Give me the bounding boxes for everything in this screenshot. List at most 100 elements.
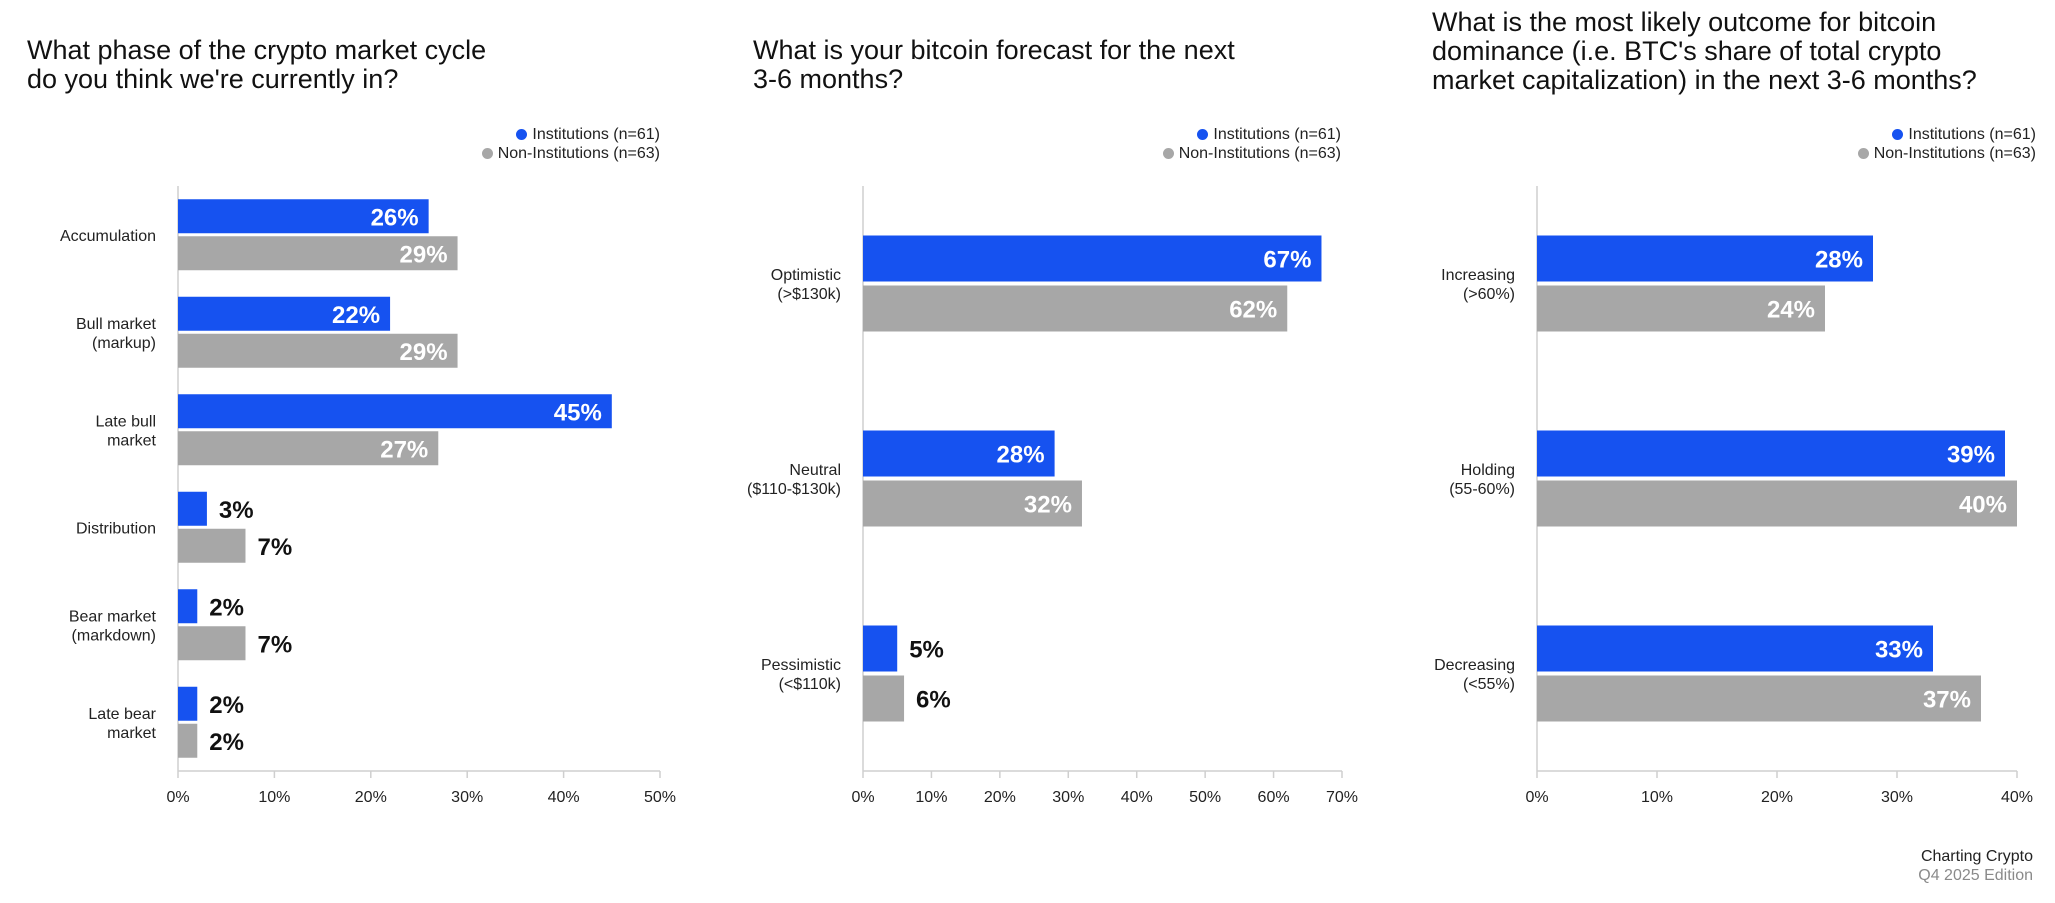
x-tick-label: 0% [851,789,874,806]
category-label-line: (55-60%) [1449,481,1515,498]
bar-non-institutions [1537,675,1981,722]
category-label-line: (>60%) [1463,286,1515,303]
category-label-line: (<55%) [1463,676,1515,693]
legend-item-non-institutions: Non-Institutions (n=63) [481,144,660,163]
x-tick-label: 10% [915,789,947,806]
category-label: Holding (55-60%) [1449,462,1515,498]
chart-title: What phase of the crypto market cycle do… [27,35,487,94]
x-tick-label: 10% [258,789,290,806]
x-tick-label: 30% [1052,789,1084,806]
category-label-line: Late bear [88,706,156,723]
x-tick-label: 40% [548,789,580,806]
legend-item-non-institutions: Non-Institutions (n=63) [1162,144,1341,163]
legend-item-non-institutions: Non-Institutions (n=63) [1857,144,2036,163]
legend-swatch-non-institutions-icon [481,148,493,159]
legend-item-institutions: Institutions (n=61) [1858,125,2036,144]
data-label: 45% [554,399,602,426]
data-label: 24% [1767,297,1815,324]
data-label: 67% [1263,247,1311,274]
data-label: 7% [257,534,292,561]
chart-legend: Institutions (n=61) Non-Institutions (n=… [1162,125,1341,163]
data-label: 28% [1815,247,1863,274]
bar-non-institutions [1537,480,2017,527]
data-label: 29% [400,241,448,268]
data-label: 39% [1947,442,1995,469]
chart-legend: Institutions (n=61) Non-Institutions (n=… [1857,125,2036,163]
category-label-line: ($110-$130k) [747,481,841,498]
category-label-line: market [107,432,156,449]
chart-title: What is the most likely outcome for bitc… [1432,7,1977,95]
category-label: Neutral ($110-$130k) [747,462,841,498]
legend-swatch-non-institutions-icon [1162,148,1174,159]
category-label-line: Pessimistic [761,657,841,674]
category-label-line: (markup) [92,335,156,352]
category-label-line: Late bull [96,413,157,430]
x-tick-label: 40% [1121,789,1153,806]
bar-non-institutions [178,333,458,368]
category-label-line: Holding [1461,462,1515,479]
category-label-line: Bull market [76,316,157,333]
category-label-line: Accumulation [60,228,156,245]
legend-swatch-non-institutions-icon [1857,148,1869,159]
x-tick-label: 60% [1258,789,1290,806]
category-label: Late bull market [96,413,157,449]
category-label-line: Bear market [69,608,157,625]
bar-institutions [863,430,1055,477]
x-tick-label: 30% [451,789,483,806]
chart-title: What is your bitcoin forecast for the ne… [753,35,1235,94]
footer-publication: Charting Crypto [1920,848,2033,865]
legend-label: Non-Institutions (n=63) [1178,145,1341,162]
legend-label: Institutions (n=61) [1908,126,2036,143]
category-label: Increasing (>60%) [1441,267,1515,303]
x-tick-label: 20% [355,789,387,806]
data-label: 22% [332,302,380,329]
x-tick-label: 50% [1189,789,1221,806]
x-tick-label: 10% [1641,789,1673,806]
bar-non-institutions [178,236,458,271]
category-label: Pessimistic (<$110k) [761,657,841,693]
bar-chart: 0% 10% 20% 30% 40% Increasing (>60%) 28%24% Hold… [1434,186,2033,806]
data-label: 33% [1875,637,1923,664]
data-label: 26% [371,204,419,231]
category-label-line: (markdown) [72,627,156,644]
legend-item-institutions: Institutions (n=61) [482,125,660,144]
bar-chart: 0% 10% 20% 30% 40% 50% Accumulation 26% 29% Bull … [60,186,676,806]
legend-swatch-institutions-icon [1892,129,1904,140]
category-label: Accumulation [60,228,156,245]
bar-institutions [178,296,391,331]
category-label-line: (<$110k) [779,676,841,693]
data-label: 6% [916,687,951,714]
category-label-line: Optimistic [771,267,841,284]
chart-panel-market-cycle: What phase of the crypto market cycle do… [0,0,690,903]
bar-non-institutions [863,675,905,722]
data-label: 2% [209,729,244,756]
data-label: 2% [209,692,244,719]
legend-swatch-institutions-icon [1197,129,1209,140]
bar-institutions [1537,235,1873,282]
chart-panel-bitcoin-forecast: What is your bitcoin forecast for the ne… [690,0,1370,903]
category-label: Optimistic (>$130k) [771,267,841,303]
data-label: 37% [1923,687,1971,714]
legend-label: Institutions (n=61) [1213,126,1341,143]
bar-institutions [863,625,898,672]
category-label: Distribution [76,520,156,537]
bar-institutions [1537,625,1933,672]
legend-item-institutions: Institutions (n=61) [1163,125,1341,144]
data-label: 2% [209,594,244,621]
bar-institutions [863,235,1322,282]
category-label-line: Neutral [789,462,841,479]
category-label-line: Increasing [1441,267,1515,284]
x-tick-label: 30% [1881,789,1913,806]
bar-non-institutions [863,480,1082,527]
data-label: 40% [1959,492,2007,519]
chart-panel-btc-dominance: What is the most likely outcome for bitc… [1370,0,2055,903]
bar-non-institutions [863,285,1288,332]
bar-institutions [1537,430,2005,477]
data-label: 27% [380,436,428,463]
category-label-line: market [107,725,156,742]
x-tick-label: 20% [1761,789,1793,806]
legend-label: Non-Institutions (n=63) [497,145,660,162]
category-label: Late bear market [88,706,156,742]
data-label: 62% [1229,297,1277,324]
data-label: 28% [997,442,1045,469]
